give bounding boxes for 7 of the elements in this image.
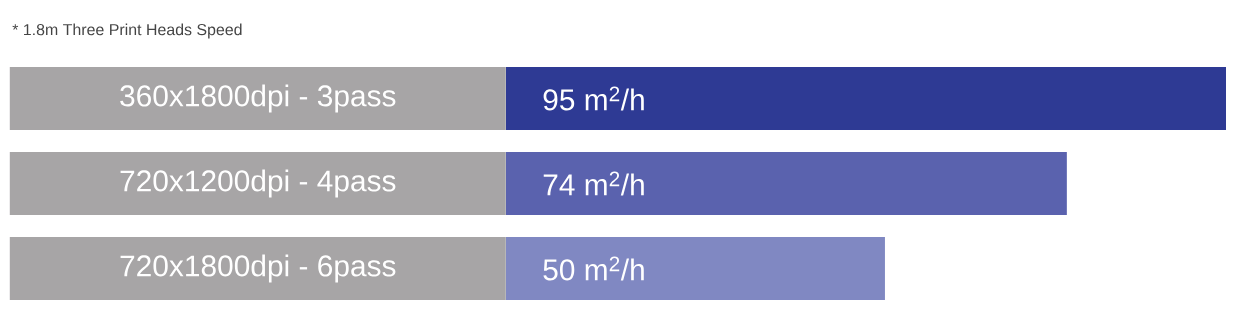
y-tick-label: 720x1800dpi - 6pass xyxy=(120,254,396,283)
data-label: 50 m$^{2}$/h xyxy=(543,256,644,281)
data-label: 95 m$^{2}$/h xyxy=(543,86,644,111)
text: * 1.8m Three Print Heads Speed xyxy=(12,23,242,39)
data-label: 74 m$^{2}$/h xyxy=(543,171,644,196)
y-tick-label: 720x1200dpi - 4pass xyxy=(120,169,396,198)
y-tick-label: 360x1800dpi - 3pass xyxy=(120,84,396,113)
